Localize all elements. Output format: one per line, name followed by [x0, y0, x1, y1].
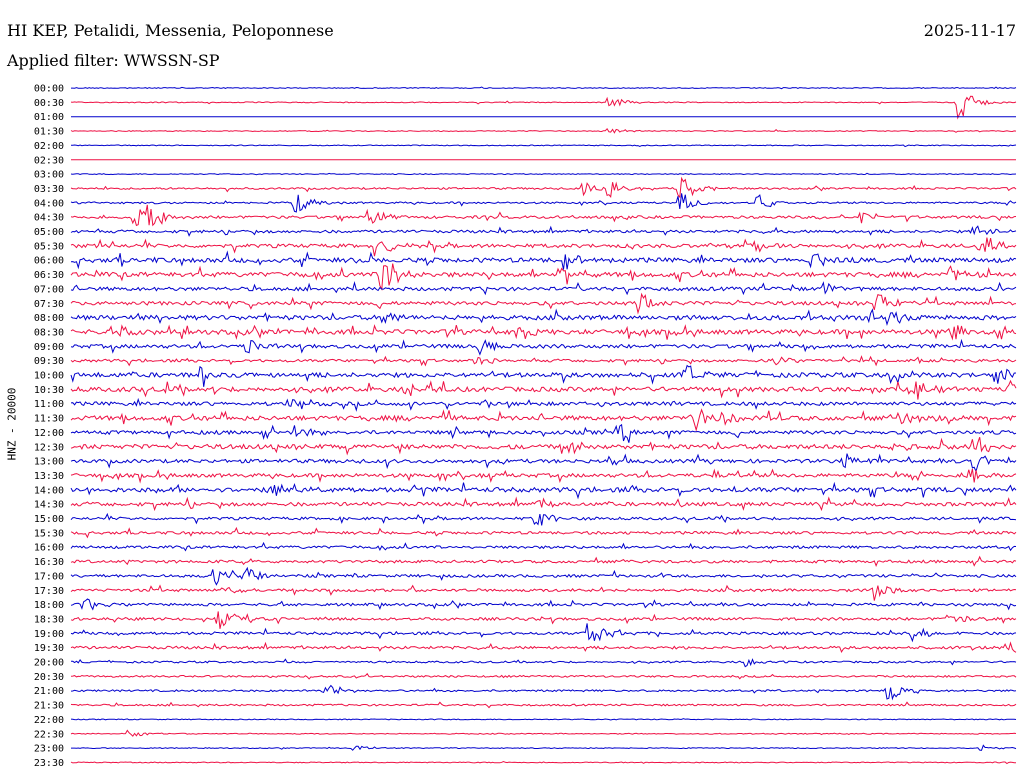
filter-label: Applied filter: WWSSN-SP: [7, 51, 220, 70]
seismogram-trace: [71, 744, 1017, 751]
row-time-label: 17:30: [34, 586, 64, 597]
seismogram-trace: [70, 364, 1017, 387]
seismogram-trace: [70, 423, 1017, 443]
seismogram-trace: [70, 338, 1017, 356]
seismogram-trace: [70, 408, 1017, 432]
row-time-label: 01:00: [34, 112, 64, 123]
seismogram-trace: [70, 718, 1017, 721]
seismogram-trace: [70, 193, 1017, 213]
seismogram-trace: [70, 684, 1017, 701]
seismogram-trace: [70, 611, 1017, 629]
row-time-label: 03:00: [34, 170, 64, 181]
seismogram-trace: [70, 623, 1017, 643]
row-time-label: 14:30: [34, 500, 64, 511]
seismogram-trace: [70, 397, 1017, 412]
seismogram-trace: [70, 250, 1017, 270]
seismogram-trace: [70, 263, 1017, 291]
row-time-label: 23:00: [34, 744, 64, 755]
row-time-label: 03:30: [34, 184, 64, 195]
row-time-label: 02:00: [34, 141, 64, 152]
row-time-label: 12:30: [34, 442, 64, 453]
row-time-label: 09:00: [34, 342, 64, 353]
seismogram-trace: [70, 526, 1017, 539]
seismogram-trace: [70, 555, 1017, 567]
seismogram-trace: [70, 225, 1017, 237]
row-time-label: 00:30: [34, 98, 64, 109]
row-time-label: 13:00: [34, 457, 64, 468]
seismogram-trace: [70, 172, 1017, 176]
seismogram-trace: [70, 566, 1017, 586]
seismogram-trace: [70, 468, 1017, 484]
seismogram-trace: [70, 176, 1017, 199]
row-time-label: 16:00: [34, 543, 64, 554]
row-time-label: 07:00: [34, 284, 64, 295]
seismogram-trace: [70, 541, 1017, 552]
row-time-label: 14:00: [34, 485, 64, 496]
seismogram-trace: [70, 672, 1017, 680]
record-date: 2025-11-17: [923, 21, 1016, 40]
seismogram-trace: [70, 379, 1017, 400]
row-time-label: 15:00: [34, 514, 64, 525]
seismogram-trace: [70, 512, 1017, 526]
row-time-label: 22:00: [34, 715, 64, 726]
seismogram-trace: [71, 86, 1017, 90]
row-time-label: 22:30: [34, 729, 64, 740]
row-time-label: 02:30: [34, 155, 64, 166]
seismogram-trace: [70, 95, 1017, 120]
row-time-label: 12:00: [34, 428, 64, 439]
seismogram-trace: [70, 292, 1017, 315]
row-time-label: 06:00: [34, 256, 64, 267]
row-time-label: 21:30: [34, 701, 64, 712]
row-time-label: 06:30: [34, 270, 64, 281]
row-time-label: 15:30: [34, 528, 64, 539]
seismogram-trace: [70, 127, 1017, 134]
row-time-label: 17:00: [34, 571, 64, 582]
seismogram-trace: [70, 598, 1017, 611]
row-time-label: 08:30: [34, 327, 64, 338]
row-time-label: 00:00: [34, 84, 64, 95]
row-time-label: 07:30: [34, 299, 64, 310]
row-time-label: 05:30: [34, 241, 64, 252]
row-time-label: 20:30: [34, 672, 64, 683]
seismogram-trace: [70, 496, 1017, 512]
seismogram-trace: [70, 324, 1017, 341]
row-time-label: 10:30: [34, 385, 64, 396]
row-time-label: 11:00: [34, 399, 64, 410]
seismogram-trace: [70, 760, 1017, 765]
row-time-label: 23:30: [34, 758, 64, 769]
row-time-label: 04:30: [34, 213, 64, 224]
seismogram-trace: [70, 658, 1017, 668]
row-time-label: 01:30: [34, 127, 64, 138]
row-time-label: 09:30: [34, 356, 64, 367]
seismogram-trace: [70, 453, 1017, 473]
station-title: HI KEP, Petalidi, Messenia, Peloponnese: [7, 21, 334, 40]
seismogram-trace: [70, 280, 1017, 296]
row-time-label: 04:00: [34, 198, 64, 209]
row-time-label: 11:30: [34, 414, 64, 425]
seismogram-trace: [70, 144, 1017, 148]
row-time-label: 21:00: [34, 686, 64, 697]
row-time-label: 10:00: [34, 371, 64, 382]
seismogram-trace: [70, 584, 1017, 601]
seismogram-trace: [70, 481, 1017, 500]
row-time-label: 20:00: [34, 658, 64, 669]
seismogram-trace: [70, 204, 1017, 227]
seismogram-trace: [70, 308, 1017, 327]
seismogram-trace: [70, 641, 1017, 653]
row-time-label: 19:30: [34, 643, 64, 654]
seismogram-trace: [70, 701, 1017, 709]
row-time-label: 19:00: [34, 629, 64, 640]
row-time-label: 08:00: [34, 313, 64, 324]
seismogram-trace: [70, 355, 1017, 367]
row-time-label: 18:30: [34, 614, 64, 625]
row-time-label: 13:30: [34, 471, 64, 482]
row-time-label: 18:00: [34, 600, 64, 611]
seismogram-trace: [70, 437, 1017, 456]
seismogram-trace: [70, 237, 1017, 257]
row-time-label: 05:00: [34, 227, 64, 238]
row-time-label: 16:30: [34, 557, 64, 568]
seismogram-trace: [70, 729, 1017, 737]
